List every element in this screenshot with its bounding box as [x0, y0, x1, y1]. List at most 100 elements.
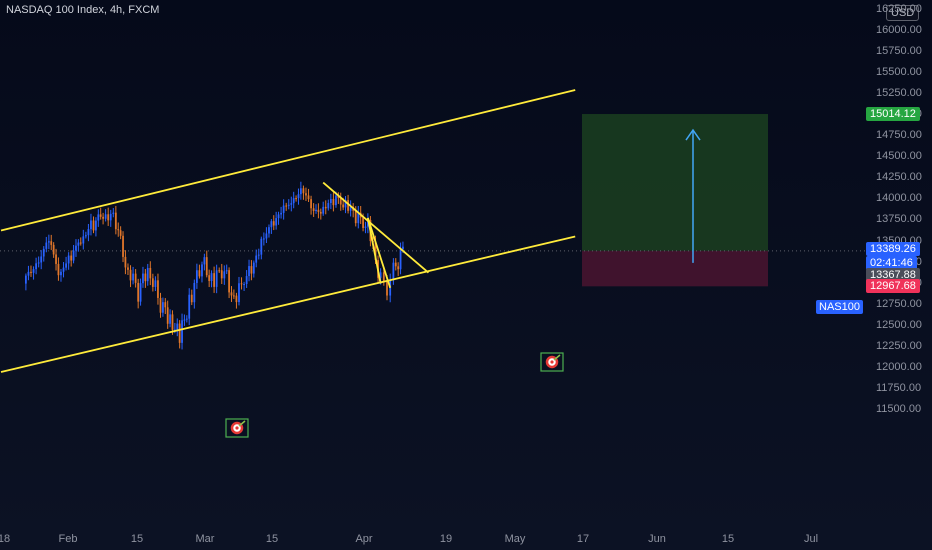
candle-body	[42, 248, 45, 257]
candle-body	[232, 295, 235, 297]
candle-body	[327, 203, 330, 209]
candle-body	[201, 264, 203, 277]
price-tick-label: 11750.00	[876, 381, 922, 394]
candle-body	[50, 241, 53, 245]
candle-body	[307, 195, 310, 200]
candle-body	[339, 197, 342, 205]
wedge-inner-line	[366, 217, 382, 284]
candle-body	[188, 294, 191, 319]
candle-body	[40, 256, 43, 263]
price-tick-label: 15750.00	[876, 45, 922, 58]
candle-body	[169, 314, 171, 324]
time-tick-label: Apr	[355, 533, 373, 545]
candle-body	[84, 235, 87, 237]
candle-body	[218, 270, 221, 272]
candle-body	[178, 323, 181, 343]
candle-body	[162, 302, 164, 313]
candle-body	[149, 267, 152, 279]
candle-body	[132, 273, 134, 281]
candle-body	[213, 273, 216, 287]
candle-body	[268, 227, 270, 234]
candle-body	[310, 199, 312, 209]
candle-body	[183, 319, 186, 321]
candle-body	[399, 249, 402, 270]
candle-body	[290, 203, 293, 205]
candle-body	[319, 211, 322, 214]
candle-body	[243, 283, 245, 285]
candle-body	[315, 209, 317, 211]
candle-body	[30, 271, 32, 273]
low-target-marker-mar	[225, 418, 249, 438]
candle-body	[134, 273, 137, 283]
candle-body	[97, 214, 100, 221]
candle-body	[205, 257, 208, 276]
time-tick-label: Feb	[58, 533, 78, 545]
candle-body	[151, 278, 154, 287]
candle-body	[122, 235, 124, 257]
candle-body	[109, 213, 112, 221]
candle-body	[32, 269, 35, 273]
candle-body	[386, 281, 388, 296]
chart-title: NASDAQ 100 Index, 4h, FXCM	[6, 4, 160, 16]
candle-body	[203, 257, 206, 265]
channel-upper-line	[0, 89, 576, 232]
stop-zone	[582, 250, 768, 287]
candle-body	[250, 266, 253, 274]
candle-body	[129, 269, 132, 281]
time-tick-label: 15	[130, 533, 144, 545]
candle-body	[302, 188, 305, 194]
candle-body	[35, 263, 37, 270]
candle-body	[335, 195, 337, 206]
candle-body	[245, 276, 248, 284]
last-price-tag: 13389.26	[866, 241, 920, 256]
candle-body	[60, 271, 62, 276]
mid-price-tag: 13367.88	[866, 267, 920, 282]
candle-body	[389, 280, 392, 296]
candle-body	[99, 214, 102, 217]
candle-body	[402, 246, 404, 250]
price-tick-label: 12750.00	[876, 297, 922, 310]
low-target-marker-may	[540, 352, 564, 372]
candle-body	[154, 280, 157, 287]
symbol-tag: NAS100	[816, 300, 863, 314]
dart-icon	[238, 420, 246, 427]
candle-body	[75, 245, 77, 251]
candle-body	[57, 263, 60, 276]
candle-body	[139, 283, 142, 302]
candle-body	[195, 270, 198, 283]
candle-body	[347, 200, 349, 211]
candle-body	[185, 318, 188, 320]
candle-body	[252, 262, 255, 274]
candle-body	[228, 270, 230, 293]
candle-body	[322, 206, 325, 214]
candle-body	[225, 270, 228, 272]
candle-body	[95, 220, 97, 231]
candle-body	[112, 212, 115, 214]
candle-body	[379, 272, 382, 278]
candle-body	[260, 238, 263, 255]
target-zone	[582, 114, 768, 251]
target-icon-center	[550, 360, 554, 364]
candle-body	[90, 220, 92, 230]
candle-body	[137, 282, 140, 302]
candle-body	[87, 229, 90, 236]
candle-body	[265, 233, 268, 239]
target-arrow-head	[685, 128, 701, 141]
candle-body	[62, 267, 65, 272]
candle-body	[262, 238, 265, 240]
candle-body	[190, 294, 193, 303]
currency-badge[interactable]: USD	[886, 5, 920, 21]
time-tick-label: Jun	[648, 533, 666, 545]
time-tick-label: 15	[721, 533, 735, 545]
candle-body	[220, 270, 223, 279]
candle-body	[275, 218, 278, 226]
target-icon-center	[235, 426, 239, 430]
dart-icon	[553, 354, 561, 361]
candle-body	[208, 275, 211, 282]
target-price-tag: 15014.12	[866, 107, 920, 121]
candle-body	[230, 292, 233, 296]
candle-body	[297, 194, 300, 199]
candle-body	[248, 266, 250, 277]
